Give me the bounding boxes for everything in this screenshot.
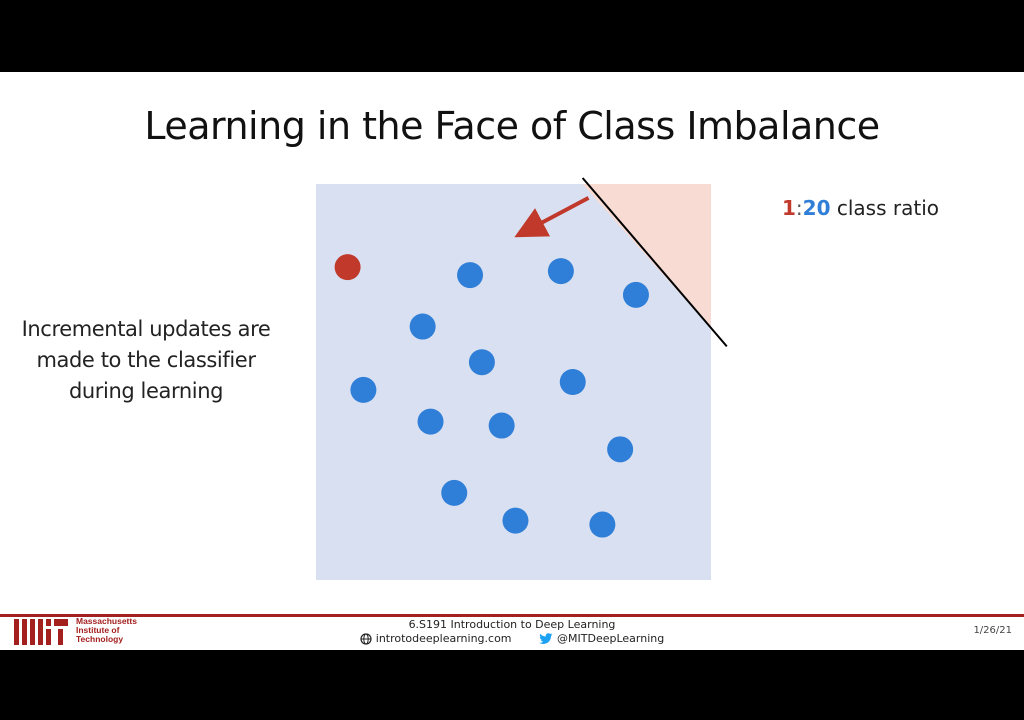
footer-divider <box>0 614 1024 617</box>
majority-point <box>468 349 495 376</box>
class-ratio-label: 1:20 class ratio <box>782 196 939 220</box>
majority-point <box>589 511 616 538</box>
footer-links: introtodeeplearning.com @MITDeepLearning <box>0 632 1024 648</box>
class-imbalance-plot <box>316 177 728 580</box>
ratio-minority: 1 <box>782 196 796 220</box>
majority-point <box>547 258 574 285</box>
website-link[interactable]: introtodeeplearning.com <box>360 632 512 645</box>
minority-point <box>334 254 361 281</box>
slide: Learning in the Face of Class Imbalance … <box>0 72 1024 650</box>
decision-boundary-line <box>581 177 728 348</box>
mit-institution-name: Massachusetts Institute of Technology <box>76 617 137 644</box>
majority-point <box>457 262 484 289</box>
majority-point <box>441 479 468 506</box>
website-text: introtodeeplearning.com <box>375 632 512 645</box>
ratio-suffix: class ratio <box>830 196 939 220</box>
institution-line-3: Technology <box>76 634 124 644</box>
ratio-colon: : <box>795 196 803 220</box>
majority-point <box>350 376 377 403</box>
majority-point <box>409 313 436 340</box>
twitter-link[interactable]: @MITDeepLearning <box>539 632 664 645</box>
update-arrow <box>514 196 590 238</box>
majority-point <box>607 436 634 463</box>
majority-point <box>417 408 444 435</box>
majority-point <box>488 412 515 439</box>
twitter-bird-icon <box>539 632 553 644</box>
majority-point <box>502 507 529 534</box>
slide-title: Learning in the Face of Class Imbalance <box>144 104 880 148</box>
mit-logo-icon <box>14 619 68 645</box>
globe-icon <box>360 632 372 645</box>
majority-point <box>622 281 649 308</box>
data-points <box>334 254 649 538</box>
majority-point <box>559 369 586 395</box>
institution-line-1: Massachusetts <box>76 616 137 626</box>
side-caption: Incremental updates are made to the clas… <box>21 317 271 403</box>
twitter-handle: @MITDeepLearning <box>557 632 665 645</box>
ratio-majority: 20 <box>802 196 831 220</box>
institution-line-2: Institute of <box>76 625 120 635</box>
course-title: 6.S191 Introduction to Deep Learning <box>408 618 616 631</box>
slide-date: 1/26/21 <box>973 625 1012 636</box>
